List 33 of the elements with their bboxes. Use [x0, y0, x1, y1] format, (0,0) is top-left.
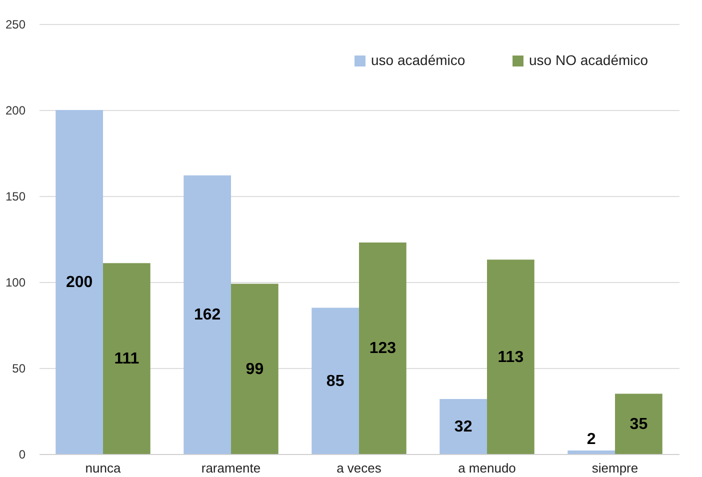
data-label: 113: [498, 348, 524, 366]
y-tick-label: 0: [18, 448, 26, 462]
bar: [56, 110, 103, 454]
y-tick-label: 200: [5, 104, 26, 118]
x-tick-label: a veces: [336, 460, 382, 476]
bar: [487, 260, 534, 454]
legend-label: uso académico: [371, 52, 466, 68]
y-tick-label: 100: [5, 276, 26, 290]
bar: [103, 263, 150, 454]
x-tick-label: a menudo: [458, 460, 516, 476]
bar: [231, 284, 278, 454]
bar: [568, 450, 615, 454]
y-tick-label: 250: [5, 18, 26, 32]
data-label: 2: [586, 430, 596, 448]
data-label: 162: [194, 306, 221, 324]
x-tick-label: siempre: [592, 460, 638, 476]
x-tick-label: nunca: [85, 460, 122, 476]
data-label: 99: [246, 360, 264, 378]
data-label: 35: [630, 416, 648, 433]
data-label: 111: [114, 350, 140, 368]
y-tick-label: 150: [5, 190, 26, 204]
legend-label: uso NO académico: [529, 52, 648, 68]
data-label: 200: [66, 274, 93, 291]
x-tick-label: raramente: [201, 460, 261, 476]
bar: [615, 394, 662, 454]
data-label: 123: [369, 340, 396, 358]
bar: [312, 308, 359, 454]
bar: [440, 398, 487, 454]
data-label: 85: [326, 372, 344, 390]
y-tick-label: 50: [12, 362, 26, 376]
bar: [184, 175, 231, 454]
data-label: 32: [454, 418, 472, 436]
bar: [359, 242, 406, 454]
